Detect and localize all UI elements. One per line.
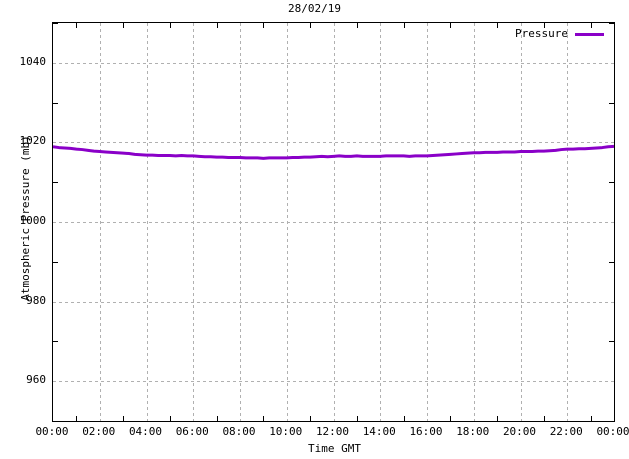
x-tick-label: 12:00 xyxy=(315,425,350,438)
legend-label-pressure: Pressure xyxy=(515,27,568,40)
x-tick-label: 16:00 xyxy=(409,425,443,438)
x-tick-label: 20:00 xyxy=(502,425,537,438)
chart-title: 28/02/19 xyxy=(288,2,341,15)
y-tick-label: 1020 xyxy=(19,134,47,148)
y-tick-label: 960 xyxy=(26,373,46,387)
legend-color-swatch-pressure xyxy=(574,32,604,36)
x-tick-label: 00:00 xyxy=(35,425,69,438)
x-tick-label: 14:00 xyxy=(362,425,396,438)
plot-area xyxy=(52,22,615,422)
series-line-pressure xyxy=(53,144,614,160)
x-tick-label: 10:00 xyxy=(269,425,303,438)
y-tick-label: 980 xyxy=(26,293,46,307)
plot-svg xyxy=(53,23,614,421)
x-tick-label: 08:00 xyxy=(222,425,256,438)
x-tick-label: 22:00 xyxy=(549,425,583,438)
y-tick-label: 1000 xyxy=(19,214,47,227)
legend: Pressure xyxy=(515,26,604,42)
x-tick-label: 18:00 xyxy=(456,425,490,438)
x-tick-label: 02:00 xyxy=(82,425,116,438)
x-tick-label: 06:00 xyxy=(175,425,209,438)
y-axis-tick-labels: 960 980 1000 1020 1040 xyxy=(0,0,47,459)
x-tick-label: 04:00 xyxy=(128,425,163,438)
y-tick-label: 1040 xyxy=(19,54,47,68)
x-tick-label: 00:00 xyxy=(596,425,629,438)
x-axis-label: Time GMT xyxy=(308,442,361,455)
